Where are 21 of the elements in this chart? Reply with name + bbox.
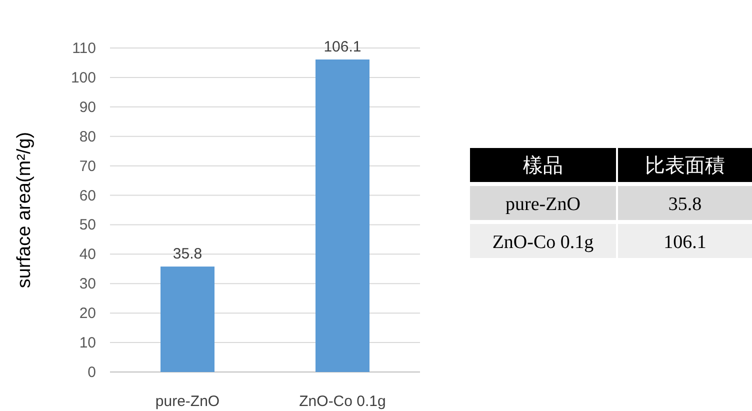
text: 比表面積 (645, 155, 725, 177)
y-tick-label: 50 (79, 216, 96, 234)
y-tick-label: 10 (79, 334, 96, 352)
text: 106.1 (664, 232, 706, 253)
y-tick-label: 40 (79, 246, 96, 264)
y-tick-label: 110 (72, 40, 96, 57)
y-tick-label: 90 (79, 98, 96, 116)
y-tick-label: 80 (79, 128, 96, 146)
y-tick-label: 60 (79, 187, 96, 204)
y-axis-title: surface area(m²/g) (14, 132, 35, 288)
y-tick-label: 20 (79, 305, 96, 322)
y-tick-label: 100 (70, 69, 96, 86)
text: ZnO-Co 0.1g (492, 232, 594, 253)
data-label: 106.1 (324, 38, 362, 56)
y-tick-label: 30 (79, 276, 96, 293)
y-tick-label: 0 (88, 364, 96, 381)
text: 樣品 (523, 155, 563, 177)
text: 35.8 (668, 194, 702, 215)
y-tick-label: 70 (79, 158, 96, 175)
data-label: 35.8 (172, 246, 202, 263)
text: pure-ZnO (506, 194, 580, 215)
